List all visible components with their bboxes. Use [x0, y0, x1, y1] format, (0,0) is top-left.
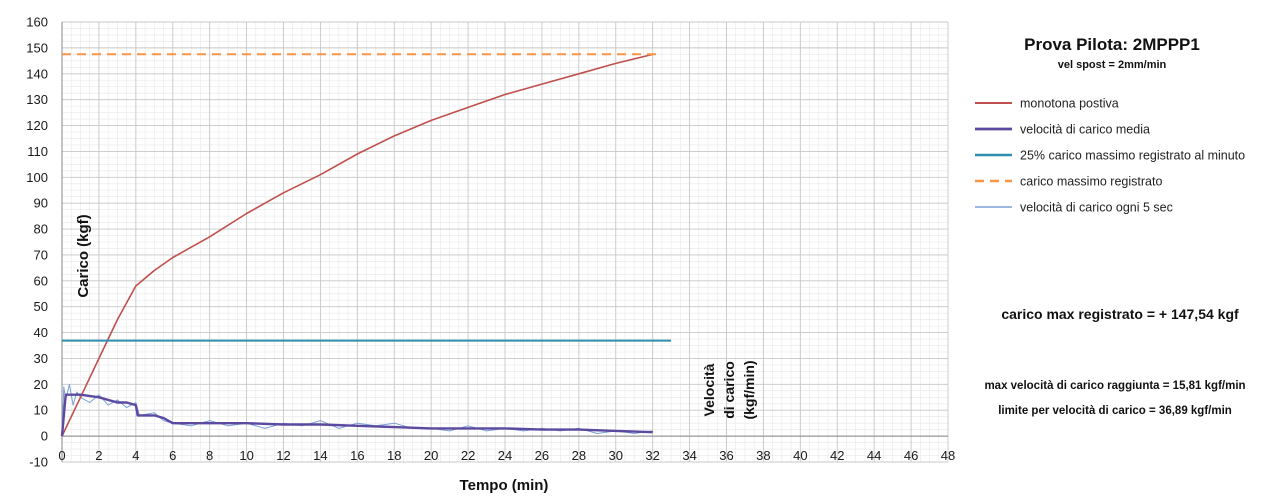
x-tick-label: 36 [719, 448, 733, 463]
x-tick-labels: 0 2 4 6 8 10 12 14 16 18 20 22 24 26 28 30 32 34 36 38 40 42 4… [58, 448, 955, 463]
x-tick-label: 6 [169, 448, 176, 463]
max-speed-info: max velocità di carico raggiunta = 15,81… [984, 380, 1245, 392]
x-tick-label: 48 [941, 448, 955, 463]
x-tick-label: 30 [609, 448, 623, 463]
y-tick-label: 160 [26, 15, 48, 30]
series-layer [60, 53, 672, 437]
y-tick-label: 130 [26, 92, 48, 107]
x-axis-title: Tempo (min) [460, 477, 549, 494]
legend-label-0: monotona postiva [1020, 97, 1119, 111]
x-tick-label: 40 [793, 448, 807, 463]
y-tick-label: 60 [34, 273, 48, 288]
y-axis-title: Carico (kgf) [75, 214, 92, 297]
series-line-0 [61, 53, 653, 437]
x-tick-label: 0 [58, 448, 65, 463]
y2-title-line3: (kgf/min) [741, 360, 757, 419]
y2-title-line2: di carico [721, 361, 737, 419]
y2-title-line1: Velocità [701, 363, 717, 416]
y-tick-label: 40 [34, 325, 48, 340]
x-tick-label: 8 [206, 448, 213, 463]
legend-label-4: velocità di carico ogni 5 sec [1020, 201, 1173, 215]
x-tick-label: 12 [276, 448, 290, 463]
y-tick-label: 70 [34, 247, 48, 262]
y-tick-label: 90 [34, 196, 48, 211]
x-tick-label: 28 [572, 448, 586, 463]
y-tick-labels: -10 0 10 20 30 40 50 60 70 80 90 100 110 120 130 140 150… [26, 15, 48, 470]
y-tick-label: 20 [34, 377, 48, 392]
legend-label-3: carico massimo registrato [1020, 175, 1162, 189]
speed-limit-info: limite per velocità di carico = 36,89 kg… [998, 405, 1232, 417]
x-tick-label: 38 [756, 448, 770, 463]
y-tick-label: 110 [27, 144, 48, 159]
x-tick-label: 18 [387, 448, 401, 463]
x-tick-label: 42 [830, 448, 844, 463]
x-tick-label: 10 [239, 448, 253, 463]
legend-label-2: 25% carico massimo registrato al minuto [1020, 149, 1245, 163]
y-tick-label: 80 [34, 222, 48, 237]
series-line-1 [60, 393, 653, 437]
chart-title: Prova Pilota: 2MPPP1 [1024, 35, 1200, 54]
y-tick-label: 120 [26, 118, 48, 133]
x-tick-label: 34 [682, 448, 696, 463]
x-tick-label: 22 [461, 448, 475, 463]
y-tick-label: 30 [34, 351, 48, 366]
x-tick-label: 20 [424, 448, 438, 463]
secondary-y-axis-title: Velocità di carico (kgf/min) [701, 360, 757, 419]
y-tick-label: 100 [26, 170, 48, 185]
y-tick-label: 150 [26, 40, 48, 55]
y-tick-label: 10 [34, 403, 48, 418]
x-tick-label: 2 [95, 448, 102, 463]
x-tick-label: 44 [867, 448, 881, 463]
legend: monotona postiva velocità di carico media… [975, 97, 1245, 215]
series-line-4 [61, 383, 653, 437]
x-tick-label: 4 [132, 448, 139, 463]
chart-subtitle: vel spost = 2mm/min [1058, 59, 1167, 71]
x-tick-label: 32 [645, 448, 659, 463]
x-tick-label: 46 [904, 448, 918, 463]
x-tick-label: 14 [313, 448, 327, 463]
x-tick-label: 24 [498, 448, 512, 463]
major-gridlines [61, 21, 949, 463]
x-tick-label: 16 [350, 448, 364, 463]
legend-label-1: velocità di carico media [1020, 123, 1150, 137]
max-load-info: carico max registrato = + 147,54 kgf [1001, 306, 1239, 322]
y-tick-label: -10 [29, 455, 48, 470]
y-tick-label: 0 [41, 429, 48, 444]
y-tick-label: 140 [26, 66, 48, 81]
y-tick-label: 50 [34, 299, 48, 314]
x-tick-label: 26 [535, 448, 549, 463]
